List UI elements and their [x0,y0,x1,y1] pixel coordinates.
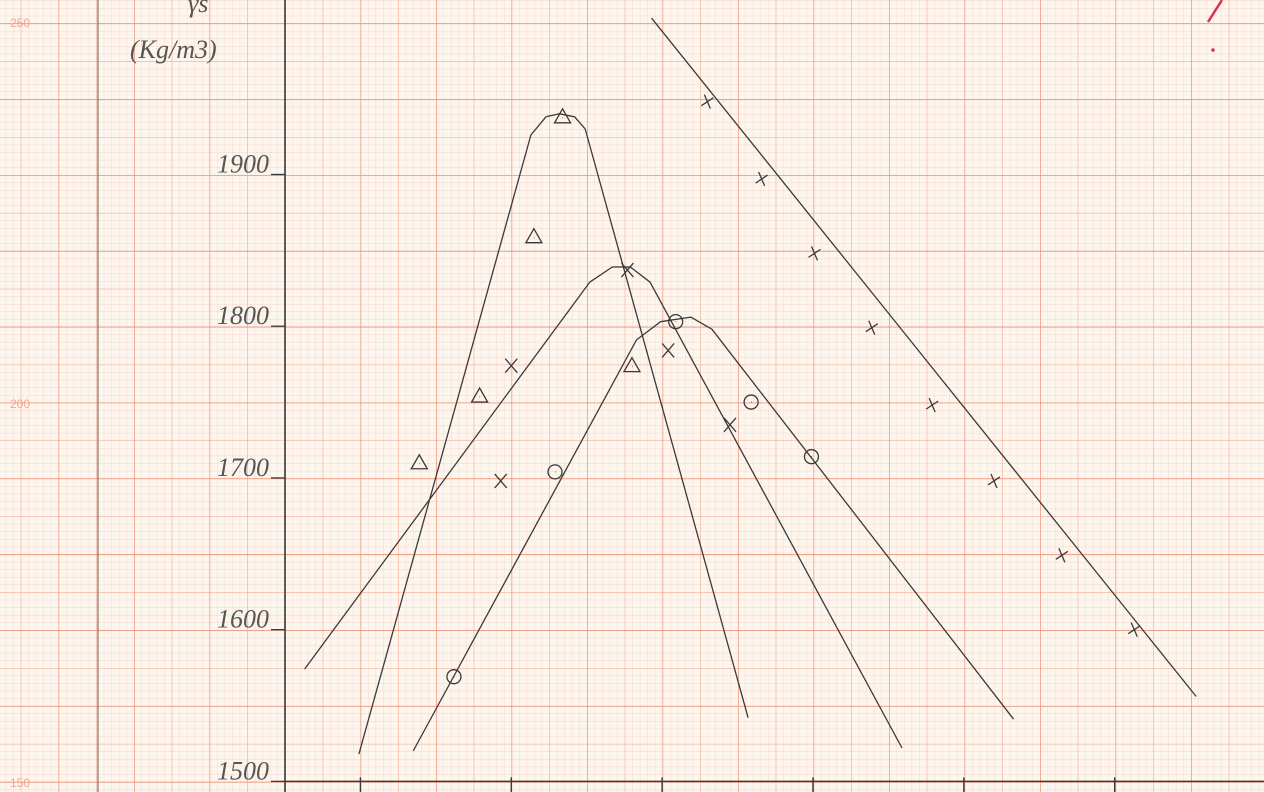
data-point [446,669,462,685]
paper-margin-label: 200 [10,397,30,411]
fitted-curve [651,17,1197,697]
data-point [808,246,821,261]
y-tick-label: 1700 [217,453,269,482]
data-point [494,473,508,489]
data-point [755,171,769,187]
data-point [547,464,563,480]
paper-margin-label: 250 [10,16,30,30]
fitted-curve [304,266,903,749]
data-point [661,343,675,358]
y-axis-label: γs [188,0,208,18]
data-point [865,320,879,335]
data-point [620,262,634,278]
data-point [524,227,544,244]
data-point [668,314,684,330]
data-point [504,358,518,374]
paper-margin-label: 150 [10,776,30,790]
data-point [743,394,759,410]
red-pen-mark [1206,0,1224,23]
y-axis-unit: (Kg/m3) [130,35,217,64]
data-point [410,453,429,470]
data-point [622,356,642,373]
red-pen-dot [1211,48,1215,52]
data-point [1055,548,1069,563]
data-point [701,94,714,109]
data-point [803,449,820,465]
y-tick-label: 1600 [217,605,269,634]
data-point [1127,622,1141,637]
data-point [987,473,1001,489]
y-tick-label: 1900 [217,149,269,178]
fitted-curve [412,316,1015,752]
data-point [470,386,489,403]
data-point [925,397,939,413]
data-point [723,417,737,433]
y-tick-label: 1500 [217,756,269,785]
data-point [553,107,572,124]
y-tick-label: 1800 [217,301,269,330]
plot: 1900 1800 1700 1600 1500 [217,0,1264,792]
